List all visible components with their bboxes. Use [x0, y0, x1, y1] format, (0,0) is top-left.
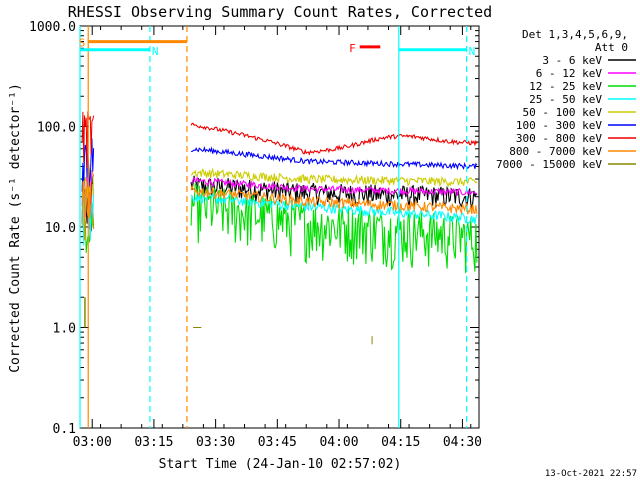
- plot-ticks: [79, 25, 479, 429]
- y-axis-label: Corrected Count Rate (s⁻¹ detector⁻¹): [8, 83, 23, 373]
- x-tick-label: 03:30: [196, 435, 235, 450]
- x-tick-label: 03:45: [258, 435, 297, 450]
- legend-entry: 12 - 25 keV: [529, 80, 602, 93]
- y-tick-labels: 0.1 1.0 10.0 100.0 1000.0: [29, 20, 76, 437]
- plot-area: [79, 25, 480, 429]
- series-trace: [191, 146, 478, 171]
- y-tick-label: 0.1: [53, 422, 76, 437]
- x-tick-label: 04:15: [381, 435, 420, 450]
- y-tick-label: 1.0: [53, 322, 76, 337]
- legend-entry: 6 - 12 keV: [536, 67, 603, 80]
- flag-label: N: [469, 45, 476, 58]
- y-tick-label: 100.0: [37, 121, 76, 136]
- legend-entry: 7000 - 15000 keV: [496, 158, 602, 171]
- series-trace: [190, 122, 478, 156]
- series-trace: [190, 183, 478, 215]
- legend-entry: 100 - 300 keV: [516, 119, 602, 132]
- legend-entry: 25 - 50 keV: [529, 93, 602, 106]
- flag-label: N: [152, 45, 159, 58]
- plot-frame: [79, 25, 480, 429]
- series-trace: [190, 176, 478, 197]
- chart-title: RHESSI Observing Summary Count Rates, Co…: [68, 3, 492, 21]
- y-tick-label: 10.0: [45, 221, 76, 236]
- series-trace: [190, 167, 478, 188]
- data-marks: SN NF: [79, 26, 478, 428]
- legend-entry: 50 - 100 keV: [523, 106, 603, 119]
- legend-entry: 3 - 6 keV: [542, 54, 602, 67]
- footer-date: 13-Oct-2021 22:57: [545, 469, 637, 479]
- series-trace: [190, 183, 478, 274]
- x-tick-label: 03:15: [134, 435, 173, 450]
- legend-header: Det 1,3,4,5,6,9,: [522, 28, 628, 41]
- flag-label: S: [79, 37, 86, 50]
- x-axis-label: Start Time (24-Jan-10 02:57:02): [159, 457, 402, 472]
- series-trace: [190, 191, 478, 225]
- x-tick-label: 04:30: [443, 435, 482, 450]
- x-tick-label: 03:00: [73, 435, 112, 450]
- legend-entry: 300 - 800 keV: [516, 132, 602, 145]
- x-tick-label: 04:00: [319, 435, 358, 450]
- legend-entry: 800 - 7000 keV: [509, 145, 602, 158]
- flag-label: F: [349, 42, 356, 55]
- x-tick-labels: 03:00 03:15 03:30 03:45 04:00 04:15 04:30: [73, 435, 482, 450]
- legend-header: Att 0: [595, 41, 628, 54]
- y-tick-label: 1000.0: [29, 20, 76, 35]
